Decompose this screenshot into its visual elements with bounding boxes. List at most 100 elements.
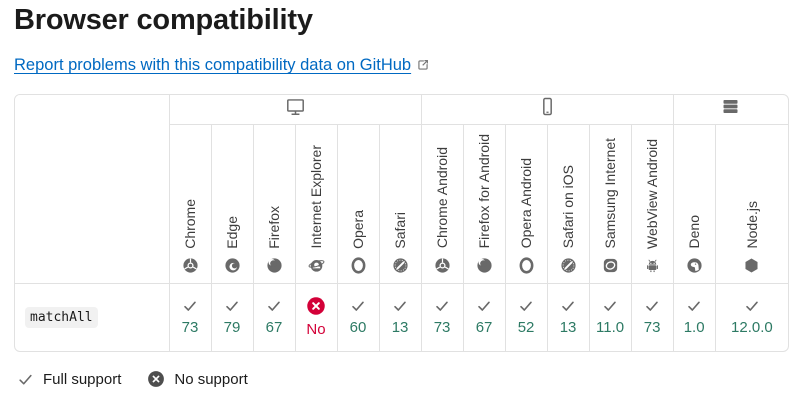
report-link-row: Report problems with this compatibility … bbox=[14, 55, 788, 76]
version-label: No bbox=[306, 321, 326, 339]
browser-header-deno: Deno bbox=[673, 124, 716, 284]
webview-android-icon bbox=[644, 257, 661, 274]
platform-group-desktop bbox=[169, 95, 422, 125]
browser-label: Deno bbox=[686, 215, 703, 249]
compatibility-table: Chrome Edge Firefox Internet Explorer Opera S… bbox=[15, 95, 788, 351]
version-label: 79 bbox=[223, 319, 241, 337]
support-cell-webview-android[interactable]: 73 bbox=[631, 283, 674, 351]
corner-cell bbox=[15, 95, 170, 284]
browser-label: Opera Android bbox=[518, 158, 535, 249]
support-cell-deno[interactable]: 1.0 bbox=[673, 283, 716, 351]
version-label: 12.0.0 bbox=[731, 319, 773, 337]
support-cell-internet-explorer[interactable]: No bbox=[295, 283, 338, 351]
version-label: 13 bbox=[559, 319, 577, 337]
check-icon bbox=[350, 298, 366, 314]
version-label: 73 bbox=[181, 319, 199, 337]
internet-explorer-icon bbox=[308, 257, 325, 274]
support-cell-chrome[interactable]: 73 bbox=[169, 283, 212, 351]
deno-icon bbox=[686, 257, 703, 274]
browser-label: Firefox for Android bbox=[476, 134, 493, 249]
support-cell-opera[interactable]: 60 bbox=[337, 283, 380, 351]
check-icon bbox=[476, 298, 492, 314]
browser-label: Chrome bbox=[182, 198, 198, 249]
check-icon bbox=[744, 298, 760, 314]
browser-header-chrome: Chrome bbox=[169, 124, 212, 284]
opera-icon bbox=[350, 256, 367, 274]
support-cell-opera-android[interactable]: 52 bbox=[505, 283, 548, 351]
browser-header-samsung-internet: Samsung Internet bbox=[589, 124, 632, 284]
legend-item-no-support: No support bbox=[147, 370, 248, 388]
browser-label: Internet Explorer bbox=[308, 145, 324, 249]
check-icon bbox=[518, 298, 534, 314]
browser-header-safari-on-ios: Safari on iOS bbox=[547, 124, 590, 284]
version-label: 13 bbox=[391, 319, 409, 337]
browser-header-opera-android: Opera Android bbox=[505, 124, 548, 284]
support-cell-chrome-android[interactable]: 73 bbox=[421, 283, 464, 351]
version-label: 67 bbox=[265, 319, 283, 337]
check-icon bbox=[644, 298, 660, 314]
support-cell-node-js[interactable]: 12.0.0 bbox=[715, 283, 788, 351]
firefox-icon bbox=[476, 257, 493, 274]
nodejs-icon bbox=[743, 257, 760, 274]
browser-label: WebView Android bbox=[644, 138, 661, 249]
version-label: 11.0 bbox=[596, 319, 625, 337]
external-link-icon bbox=[416, 58, 430, 72]
version-label: 73 bbox=[433, 319, 451, 337]
feature-row: matchAll 73 79 67 No 60 13 73 67 52 13 11.0 73 1.0 12.… bbox=[15, 283, 788, 351]
browser-label: Safari on iOS bbox=[560, 165, 577, 249]
support-cell-firefox[interactable]: 67 bbox=[253, 283, 296, 351]
server-icon bbox=[720, 96, 741, 117]
browser-header-opera: Opera bbox=[337, 124, 380, 284]
platform-group-mobile bbox=[421, 95, 674, 125]
check-icon bbox=[224, 298, 240, 314]
browser-header-node-js: Node.js bbox=[715, 124, 788, 284]
mobile-icon bbox=[537, 96, 558, 117]
edge-icon bbox=[224, 257, 241, 274]
platform-group-server bbox=[673, 95, 788, 125]
check-icon bbox=[266, 298, 282, 314]
browser-label: Samsung Internet bbox=[602, 137, 619, 249]
browser-header-safari: Safari bbox=[379, 124, 422, 284]
check-icon bbox=[686, 298, 702, 314]
firefox-icon bbox=[266, 257, 283, 274]
support-cell-edge[interactable]: 79 bbox=[211, 283, 254, 351]
version-label: 73 bbox=[643, 319, 661, 337]
check-icon bbox=[182, 298, 198, 314]
browser-compatibility-section: Browser compatibility Report problems wi… bbox=[14, 4, 789, 388]
safari-icon bbox=[392, 257, 409, 274]
feature-cell: matchAll bbox=[15, 283, 170, 351]
support-cell-firefox-for-android[interactable]: 67 bbox=[463, 283, 506, 351]
support-cell-safari-on-ios[interactable]: 13 bbox=[547, 283, 590, 351]
browser-header-webview-android: WebView Android bbox=[631, 124, 674, 284]
check-icon bbox=[434, 298, 450, 314]
legend-item-full-support: Full support bbox=[17, 371, 121, 388]
check-icon bbox=[392, 298, 408, 314]
chrome-icon bbox=[182, 257, 199, 274]
browser-label: Node.js bbox=[743, 201, 760, 249]
samsung-internet-icon bbox=[602, 257, 619, 274]
compatibility-table-container: Chrome Edge Firefox Internet Explorer Opera S… bbox=[14, 94, 789, 352]
version-label: 1.0 bbox=[683, 319, 705, 337]
browser-header-chrome-android: Chrome Android bbox=[421, 124, 464, 284]
support-cell-samsung-internet[interactable]: 11.0 bbox=[589, 283, 632, 351]
browser-header-firefox: Firefox bbox=[253, 124, 296, 284]
report-link-text: Report problems with this compatibility … bbox=[14, 56, 412, 74]
chrome-icon bbox=[434, 257, 451, 274]
check-icon bbox=[17, 371, 34, 388]
browser-label: Firefox bbox=[266, 205, 282, 249]
version-label: 67 bbox=[475, 319, 493, 337]
support-cell-safari[interactable]: 13 bbox=[379, 283, 422, 351]
safari-icon bbox=[560, 257, 577, 274]
check-icon bbox=[560, 298, 576, 314]
report-problems-link[interactable]: Report problems with this compatibility … bbox=[14, 55, 430, 75]
browser-header-internet-explorer: Internet Explorer bbox=[295, 124, 338, 284]
browser-header-firefox-for-android: Firefox for Android bbox=[463, 124, 506, 284]
check-icon bbox=[602, 298, 618, 314]
desktop-icon bbox=[285, 96, 306, 117]
browser-label: Edge bbox=[224, 215, 240, 249]
version-label: 52 bbox=[517, 319, 535, 337]
browser-label: Opera bbox=[350, 209, 366, 249]
legend-label: Full support bbox=[43, 370, 122, 388]
browser-header-edge: Edge bbox=[211, 124, 254, 284]
browser-label: Chrome Android bbox=[434, 147, 451, 249]
